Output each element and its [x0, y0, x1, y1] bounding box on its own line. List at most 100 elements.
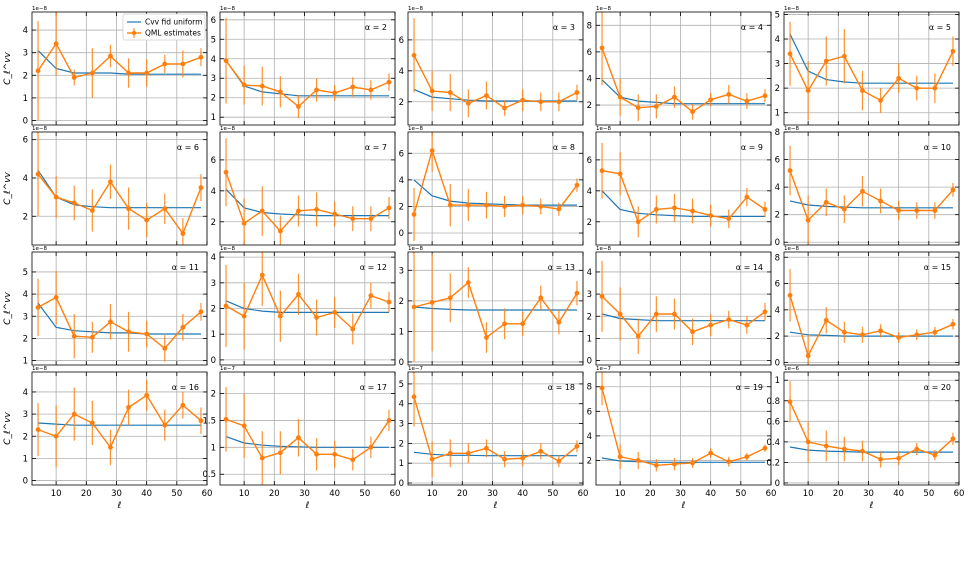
estimate-point-3 [465, 100, 471, 106]
y-tick-label-0: 2 [587, 456, 592, 466]
y-tick-label-2: 6 [587, 48, 592, 58]
estimate-point-2 [71, 411, 77, 417]
estimate-point-4 [484, 93, 489, 98]
y-tick-label-3: 3 [23, 410, 28, 420]
estimate-point-0 [35, 427, 41, 433]
panel-frame [219, 251, 396, 366]
estimate-point-7 [538, 204, 544, 209]
y-tick-label-4: 4 [23, 26, 28, 36]
y-tick-label-3: 2 [211, 390, 216, 400]
y-tick-label-1: 1 [211, 443, 216, 453]
estimate-point-4 [860, 448, 865, 454]
y-tick-label-0: 2 [587, 218, 592, 228]
estimate-point-8 [556, 319, 562, 325]
y-tick-label-2: 2 [587, 312, 592, 322]
y-tick-label-4: 4 [587, 268, 592, 278]
estimate-point-7 [726, 216, 732, 222]
estimate-point-0 [787, 292, 793, 298]
estimate-point-9 [574, 290, 580, 296]
scale-label: 1e−8 [784, 246, 799, 252]
alpha-label: α = 11 [172, 263, 199, 272]
estimate-point-8 [180, 231, 186, 236]
estimate-point-0 [599, 168, 605, 174]
y-axis-label: C_ℓ^vv [3, 411, 13, 444]
estimate-line [789, 50, 954, 102]
estimate-point-8 [932, 208, 938, 213]
estimate-point-5 [126, 405, 131, 410]
estimate-point-7 [162, 206, 168, 212]
estimate-point-2 [259, 455, 265, 461]
y-tick-label-2: 4 [399, 176, 404, 186]
y-tick-label-4: 8 [775, 128, 780, 138]
y-tick-label-2: 3 [775, 60, 780, 70]
estimate-point-1 [805, 217, 811, 223]
estimate-line [413, 54, 578, 109]
estimate-line [37, 394, 202, 449]
estimate-point-7 [350, 326, 356, 332]
estimate-point-1 [617, 94, 623, 100]
estimate-point-8 [744, 194, 750, 200]
y-tick-label-3: 6 [775, 156, 780, 166]
estimate-line [789, 295, 954, 358]
panel-16: 0 1 2 3 4 10 20 30 40 50 60 ℓ C_ℓ^vv 1e−8 α = 16 [3, 366, 212, 511]
estimate-point-4 [672, 94, 677, 100]
estimate-point-5 [690, 329, 695, 335]
y-tick-label-4: 4 [211, 253, 216, 263]
x-tick-label-1: 20 [833, 489, 844, 499]
y-tick-label-4: 4 [399, 400, 404, 410]
alpha-label: α = 18 [548, 383, 575, 392]
alpha-label: α = 15 [924, 263, 951, 272]
estimate-point-3 [89, 420, 95, 426]
estimate-point-4 [296, 208, 301, 214]
estimate-point-0 [223, 416, 229, 422]
legend-box [122, 13, 206, 41]
estimate-point-9 [950, 48, 956, 54]
y-tick-label-0: 2 [23, 212, 28, 222]
y-tick-label-0: 2 [399, 98, 404, 108]
estimate-point-5 [690, 460, 695, 466]
scale-label: 1e−6 [784, 366, 799, 372]
estimate-point-3 [653, 462, 659, 468]
x-tick-label-1: 20 [457, 489, 468, 499]
estimate-point-2 [635, 105, 641, 111]
estimate-line [601, 295, 766, 338]
panel-9: 2 4 6 1e−8 α = 9 [587, 126, 772, 246]
y-tick-label-2: 6 [23, 136, 28, 146]
estimate-point-6 [520, 97, 526, 103]
alpha-label: α = 14 [736, 263, 763, 272]
estimate-line [37, 296, 202, 350]
y-tick-label-3: 8 [587, 383, 592, 393]
estimate-point-5 [314, 87, 319, 93]
estimate-point-8 [744, 98, 750, 104]
estimate-line [413, 148, 578, 215]
model-line [601, 313, 765, 322]
estimate-point-9 [950, 321, 956, 327]
estimate-point-3 [465, 450, 471, 456]
x-tick-label-5: 60 [390, 489, 401, 499]
estimate-point-7 [914, 332, 920, 338]
estimate-point-4 [860, 188, 865, 194]
y-tick-label-0: 1 [211, 113, 216, 123]
y-tick-label-0: 0 [399, 358, 404, 368]
x-tick-label-5: 60 [766, 489, 777, 499]
estimate-point-9 [386, 299, 392, 305]
estimate-point-3 [841, 53, 847, 59]
estimate-point-1 [53, 295, 59, 300]
estimate-point-2 [635, 458, 641, 463]
y-axis-label: C_ℓ^vv [3, 51, 13, 84]
x-tick-label-4: 50 [547, 489, 558, 499]
estimate-point-4 [108, 179, 113, 185]
estimate-point-0 [223, 169, 229, 175]
alpha-label: α = 2 [365, 23, 387, 32]
estimate-point-4 [860, 88, 865, 94]
y-tick-label-1: 1 [211, 330, 216, 340]
estimate-point-0 [35, 68, 41, 74]
panel-frame [595, 251, 772, 366]
estimate-point-8 [556, 99, 562, 105]
estimate-point-9 [386, 418, 392, 423]
estimate-point-6 [708, 97, 714, 103]
legend-model-label: Cvv fid uniform [145, 18, 202, 27]
estimate-point-8 [368, 87, 374, 93]
estimate-point-3 [277, 450, 283, 456]
panel-frame [595, 371, 772, 486]
